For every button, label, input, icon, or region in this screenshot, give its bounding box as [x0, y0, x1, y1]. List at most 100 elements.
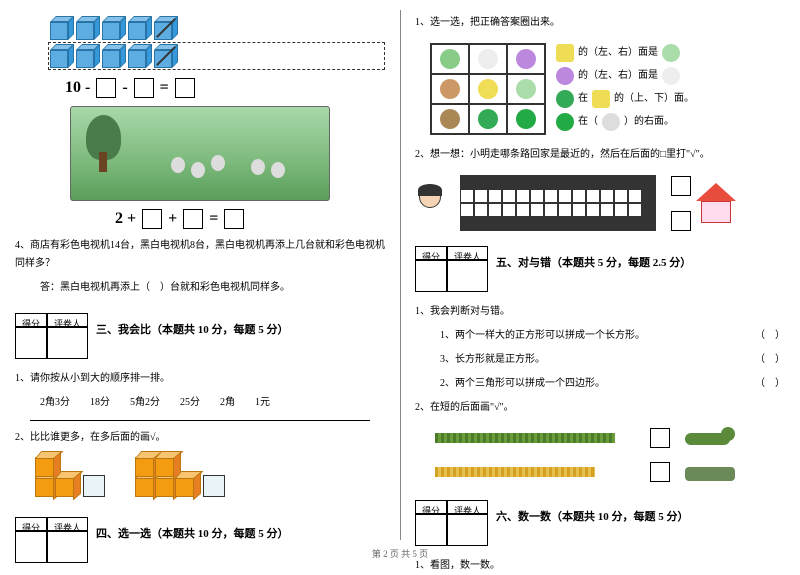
- compare-box: [203, 475, 225, 497]
- stmt-4b: ）的右面。: [624, 112, 674, 132]
- s5-q2: 2、在短的后面画"√"。: [415, 399, 785, 417]
- snake-icon: [685, 423, 735, 453]
- score-box: 得分 评卷人: [415, 500, 488, 546]
- q4-answer-line: 答：黑白电视机再添上（ ）台就和彩色电视机同样多。: [40, 279, 385, 297]
- stmt-2: 的（左、右）面是: [578, 66, 658, 86]
- score-label: 得分: [15, 517, 47, 531]
- page-footer: 第 2 页 共 5 页: [0, 547, 800, 560]
- crocodile-icon: [685, 459, 740, 484]
- grader-label: 评卷人: [447, 500, 488, 514]
- grape-icon: [556, 67, 574, 85]
- s3-q2-text: 比比谁更多，在多后面的画√。: [30, 432, 166, 443]
- ruler-row-1: [415, 423, 785, 453]
- s6-q1-num: 1、: [415, 560, 430, 571]
- score-value: [415, 514, 447, 546]
- question-4: 4、商店有彩色电视机14台，黑白电视机8台，黑白电视机再添上几台就和彩色电视机同…: [15, 237, 385, 273]
- stmt-4a: 在（: [578, 112, 598, 132]
- stmt-3b: 的（上、下）面。: [614, 89, 694, 109]
- answer-line: [30, 420, 370, 421]
- path-checkbox: [671, 176, 691, 196]
- s5-i3-num: 2、: [440, 378, 455, 389]
- equation-1: 10 - - =: [65, 78, 385, 98]
- q4-number: 4、: [15, 240, 30, 251]
- left-column: 10 - - = 2 + + = 4、商店有彩色电视机14台，黑白电视机8台，黑…: [0, 0, 400, 545]
- s5-item-3: 2、两个三角形可以拼成一个四边形。 （ ）: [440, 375, 785, 393]
- stmt-1: 的（左、右）面是: [578, 43, 658, 63]
- answer-box: [224, 209, 244, 229]
- equals-sign: =: [209, 210, 218, 228]
- section-3-header: 得分 评卷人 三、我会比（本题共 10 分，每题 5 分）: [15, 303, 385, 364]
- section-6-header: 得分 评卷人 六、数一数（本题共 10 分，每题 5 分）: [415, 490, 785, 551]
- minus-sign: -: [122, 79, 127, 97]
- q4-text: 商店有彩色电视机14台，黑白电视机8台，黑白电视机再添上几台就和彩色电视机同样多…: [15, 240, 385, 269]
- page-container: 10 - - = 2 + + = 4、商店有彩色电视机14台，黑白电视机8台，黑…: [0, 0, 800, 545]
- answer-box: [142, 209, 162, 229]
- s5-i3-text: 两个三角形可以拼成一个四边形。: [455, 378, 605, 389]
- grader-label: 评卷人: [447, 246, 488, 260]
- answer-box: [96, 78, 116, 98]
- answer-box: [134, 78, 154, 98]
- score-box: 得分 评卷人: [415, 246, 488, 292]
- score-label: 得分: [415, 246, 447, 260]
- right-column: 1、选一选，把正确答案圈出来。 的（左、右）面是 的（左、右）面是 在的（上、下…: [400, 0, 800, 545]
- position-statements: 的（左、右）面是 的（左、右）面是 在 的（上、下）面。 在（ ）的右面。: [556, 43, 694, 135]
- r-q2: 2、想一想：小明走哪条路回家是最近的，然后在后面的□里打"√"。: [415, 146, 785, 164]
- section-4-title: 四、选一选（本题共 10 分，每题 5 分）: [96, 525, 289, 541]
- s5-i2-text: 长方形就是正方形。: [455, 354, 545, 365]
- cube-diagram: [50, 16, 385, 70]
- position-grid: [430, 43, 546, 135]
- green-ruler: [435, 433, 615, 443]
- s5-q1-text: 我会判断对与错。: [430, 306, 510, 317]
- s5-item-1: 1、两个一样大的正方形可以拼成一个长方形。 （ ）: [440, 327, 785, 345]
- equation-2: 2 + + =: [115, 209, 385, 229]
- cube-compare: [35, 457, 365, 497]
- path-exercise: [415, 170, 785, 236]
- section-6-title: 六、数一数（本题共 10 分，每题 5 分）: [496, 508, 689, 524]
- score-value: [15, 327, 47, 359]
- r-q2-num: 2、: [415, 149, 430, 160]
- r-q1-num: 1、: [415, 17, 430, 28]
- section-5-title: 五、对与错（本题共 5 分，每题 2.5 分）: [496, 254, 691, 270]
- s5-i2-num: 3、: [440, 354, 455, 365]
- pepper-icon: [556, 90, 574, 108]
- score-label: 得分: [415, 500, 447, 514]
- answer-paren: （ ）: [755, 327, 785, 345]
- s3-q2-num: 2、: [15, 432, 30, 443]
- s3-q1-num: 1、: [15, 373, 30, 384]
- plus-sign: +: [168, 210, 177, 228]
- equals-sign: =: [160, 79, 169, 97]
- section-3-title: 三、我会比（本题共 10 分，每题 5 分）: [96, 321, 289, 337]
- s3-q1: 1、请你按从小到大的顺序排一排。: [15, 370, 385, 388]
- score-box: 得分 评卷人: [15, 313, 88, 359]
- s5-item-2: 3、长方形就是正方形。 （ ）: [440, 351, 785, 369]
- s3-q2: 2、比比谁更多，在多后面的画√。: [15, 429, 385, 447]
- grader-value: [447, 514, 488, 546]
- s5-q2-text: 在短的后面画"√"。: [430, 402, 514, 413]
- score-label: 得分: [15, 313, 47, 327]
- cup-icon: [556, 44, 574, 62]
- s6-q1-text: 看图，数一数。: [430, 560, 500, 571]
- stmt-3a: 在: [578, 89, 588, 109]
- s3-q1-text: 请你按从小到大的顺序排一排。: [30, 373, 170, 384]
- answer-box: [183, 209, 203, 229]
- item-icon: [592, 90, 610, 108]
- answer-box: [175, 78, 195, 98]
- compare-box: [83, 475, 105, 497]
- ruler-row-2: [415, 459, 785, 484]
- grader-label: 评卷人: [47, 517, 88, 531]
- section-5-header: 得分 评卷人 五、对与错（本题共 5 分，每题 2.5 分）: [415, 236, 785, 297]
- s3-items: 2角3分 18分 5角2分 25分 2角 1元: [40, 394, 385, 412]
- s5-q2-num: 2、: [415, 402, 430, 413]
- garlic-icon: [662, 67, 680, 85]
- s5-i1-num: 1、: [440, 330, 455, 341]
- s5-q1: 1、我会判断对与错。: [415, 303, 785, 321]
- r-q2-text: 想一想：小明走哪条路回家是最近的，然后在后面的□里打"√"。: [430, 149, 710, 160]
- item-icon: [662, 44, 680, 62]
- grader-value: [47, 327, 88, 359]
- eq1-start: 10 -: [65, 79, 90, 97]
- path-checkbox: [671, 211, 691, 231]
- melon-icon: [556, 113, 574, 131]
- blank-icon: [602, 113, 620, 131]
- ruler-checkbox: [650, 428, 670, 448]
- s5-i1-text: 两个一样大的正方形可以拼成一个长方形。: [455, 330, 645, 341]
